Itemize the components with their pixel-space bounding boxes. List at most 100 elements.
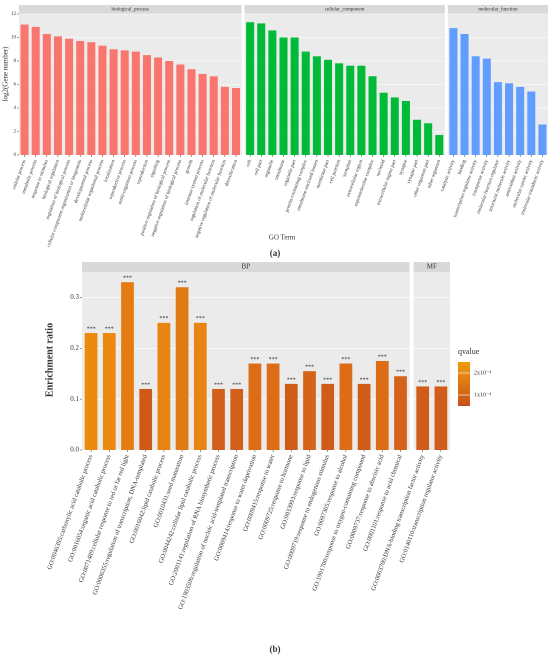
x-tick-label: symplast	[342, 159, 353, 178]
x-tick-label: growth	[185, 159, 195, 174]
bar	[165, 61, 174, 155]
legend-label: 1x10⁻⁴	[474, 392, 491, 398]
facet-strip	[244, 5, 445, 14]
bar	[379, 92, 388, 155]
bar	[435, 135, 444, 155]
bar	[505, 83, 514, 155]
facet-label: MF	[427, 263, 437, 271]
bar	[324, 59, 333, 156]
bar	[187, 69, 196, 155]
bar	[53, 36, 62, 156]
panel-label: (b)	[270, 644, 281, 654]
data-label: ***	[396, 370, 405, 376]
bar	[538, 124, 547, 155]
data-label: ***	[269, 357, 278, 363]
y-tick-label: 0.3	[70, 293, 79, 301]
bar	[42, 33, 51, 155]
bar	[102, 333, 116, 450]
bar	[416, 386, 430, 450]
bar	[65, 38, 74, 155]
facet-label: cellular_component	[325, 8, 365, 13]
bar	[120, 50, 129, 155]
x-tick-label: signaling	[150, 159, 161, 178]
x-tick-label: cell part	[254, 159, 264, 177]
bar	[154, 57, 163, 155]
x-tick-label: catalytic activity	[440, 159, 456, 192]
bar	[279, 37, 288, 155]
bar	[131, 51, 140, 155]
facet-label: biological_process	[112, 8, 150, 13]
bar	[193, 322, 207, 450]
data-label: ***	[360, 377, 369, 383]
bar	[346, 65, 355, 155]
x-tick-label: cell	[246, 159, 253, 168]
bar	[312, 56, 321, 155]
bar	[175, 287, 189, 450]
bar	[424, 123, 433, 155]
y-tick-label: 4	[14, 106, 17, 111]
bar	[220, 86, 229, 155]
bar	[84, 333, 98, 450]
bar	[139, 388, 153, 450]
bar	[460, 33, 469, 155]
x-tick-label: synapse	[399, 159, 409, 176]
y-tick-label: 10	[11, 36, 17, 41]
data-label: ***	[196, 316, 205, 322]
data-label: ***	[341, 357, 350, 363]
bar	[257, 23, 266, 156]
facet-label: molecular_function	[478, 8, 518, 13]
x-tick-label: membrane	[275, 159, 287, 181]
data-label: ***	[159, 316, 168, 322]
data-label: ***	[418, 380, 427, 386]
y-tick-label: 6	[14, 83, 17, 88]
bar	[471, 56, 480, 155]
y-tick-label: 2	[14, 130, 17, 135]
bar	[303, 371, 316, 450]
facet-strip	[19, 5, 242, 14]
data-label: ***	[105, 326, 114, 332]
legend-label: 2x10⁻⁴	[474, 370, 491, 376]
data-label: ***	[436, 380, 445, 386]
bar	[368, 76, 377, 155]
bar	[516, 86, 525, 155]
x-tick-label: reproduction	[136, 159, 150, 185]
legend-title: qvalue	[458, 347, 480, 356]
bar	[266, 363, 280, 450]
bar	[142, 55, 151, 155]
facet-strip	[413, 262, 450, 272]
y-tick-label: 0.0	[70, 446, 79, 454]
x-tick-label: cell junction	[329, 159, 342, 185]
y-axis-title: log2(Gene number)	[2, 46, 10, 102]
bar	[413, 119, 422, 155]
data-label: ***	[323, 377, 332, 383]
bar	[157, 322, 171, 450]
data-label: ***	[378, 354, 387, 360]
x-tick-label: GO:0097305:response to alcohol	[313, 454, 349, 537]
y-tick-label: 8	[14, 59, 17, 64]
data-label: ***	[287, 377, 296, 383]
y-tick-label: 12	[11, 12, 17, 17]
bar	[209, 76, 218, 155]
bar	[231, 88, 240, 155]
bar	[390, 97, 399, 155]
data-label: ***	[178, 281, 187, 287]
bar	[301, 51, 310, 155]
data-label: ***	[141, 382, 150, 388]
x-tick-label: GO:0009725:response to hormone	[257, 454, 294, 541]
bar	[98, 45, 107, 155]
y-tick-label: 0.2	[70, 344, 79, 352]
bar	[198, 73, 207, 155]
bar	[434, 386, 448, 450]
bar	[20, 24, 29, 156]
x-tick-label: nucleoid	[376, 159, 387, 177]
bar	[76, 41, 85, 155]
bar	[284, 383, 298, 450]
data-label: ***	[214, 382, 223, 388]
bar	[321, 383, 335, 450]
bar	[212, 388, 225, 450]
bar	[394, 376, 407, 450]
facet-strip	[82, 262, 410, 272]
bar	[87, 42, 96, 156]
bar	[339, 363, 353, 450]
bar	[248, 363, 262, 450]
